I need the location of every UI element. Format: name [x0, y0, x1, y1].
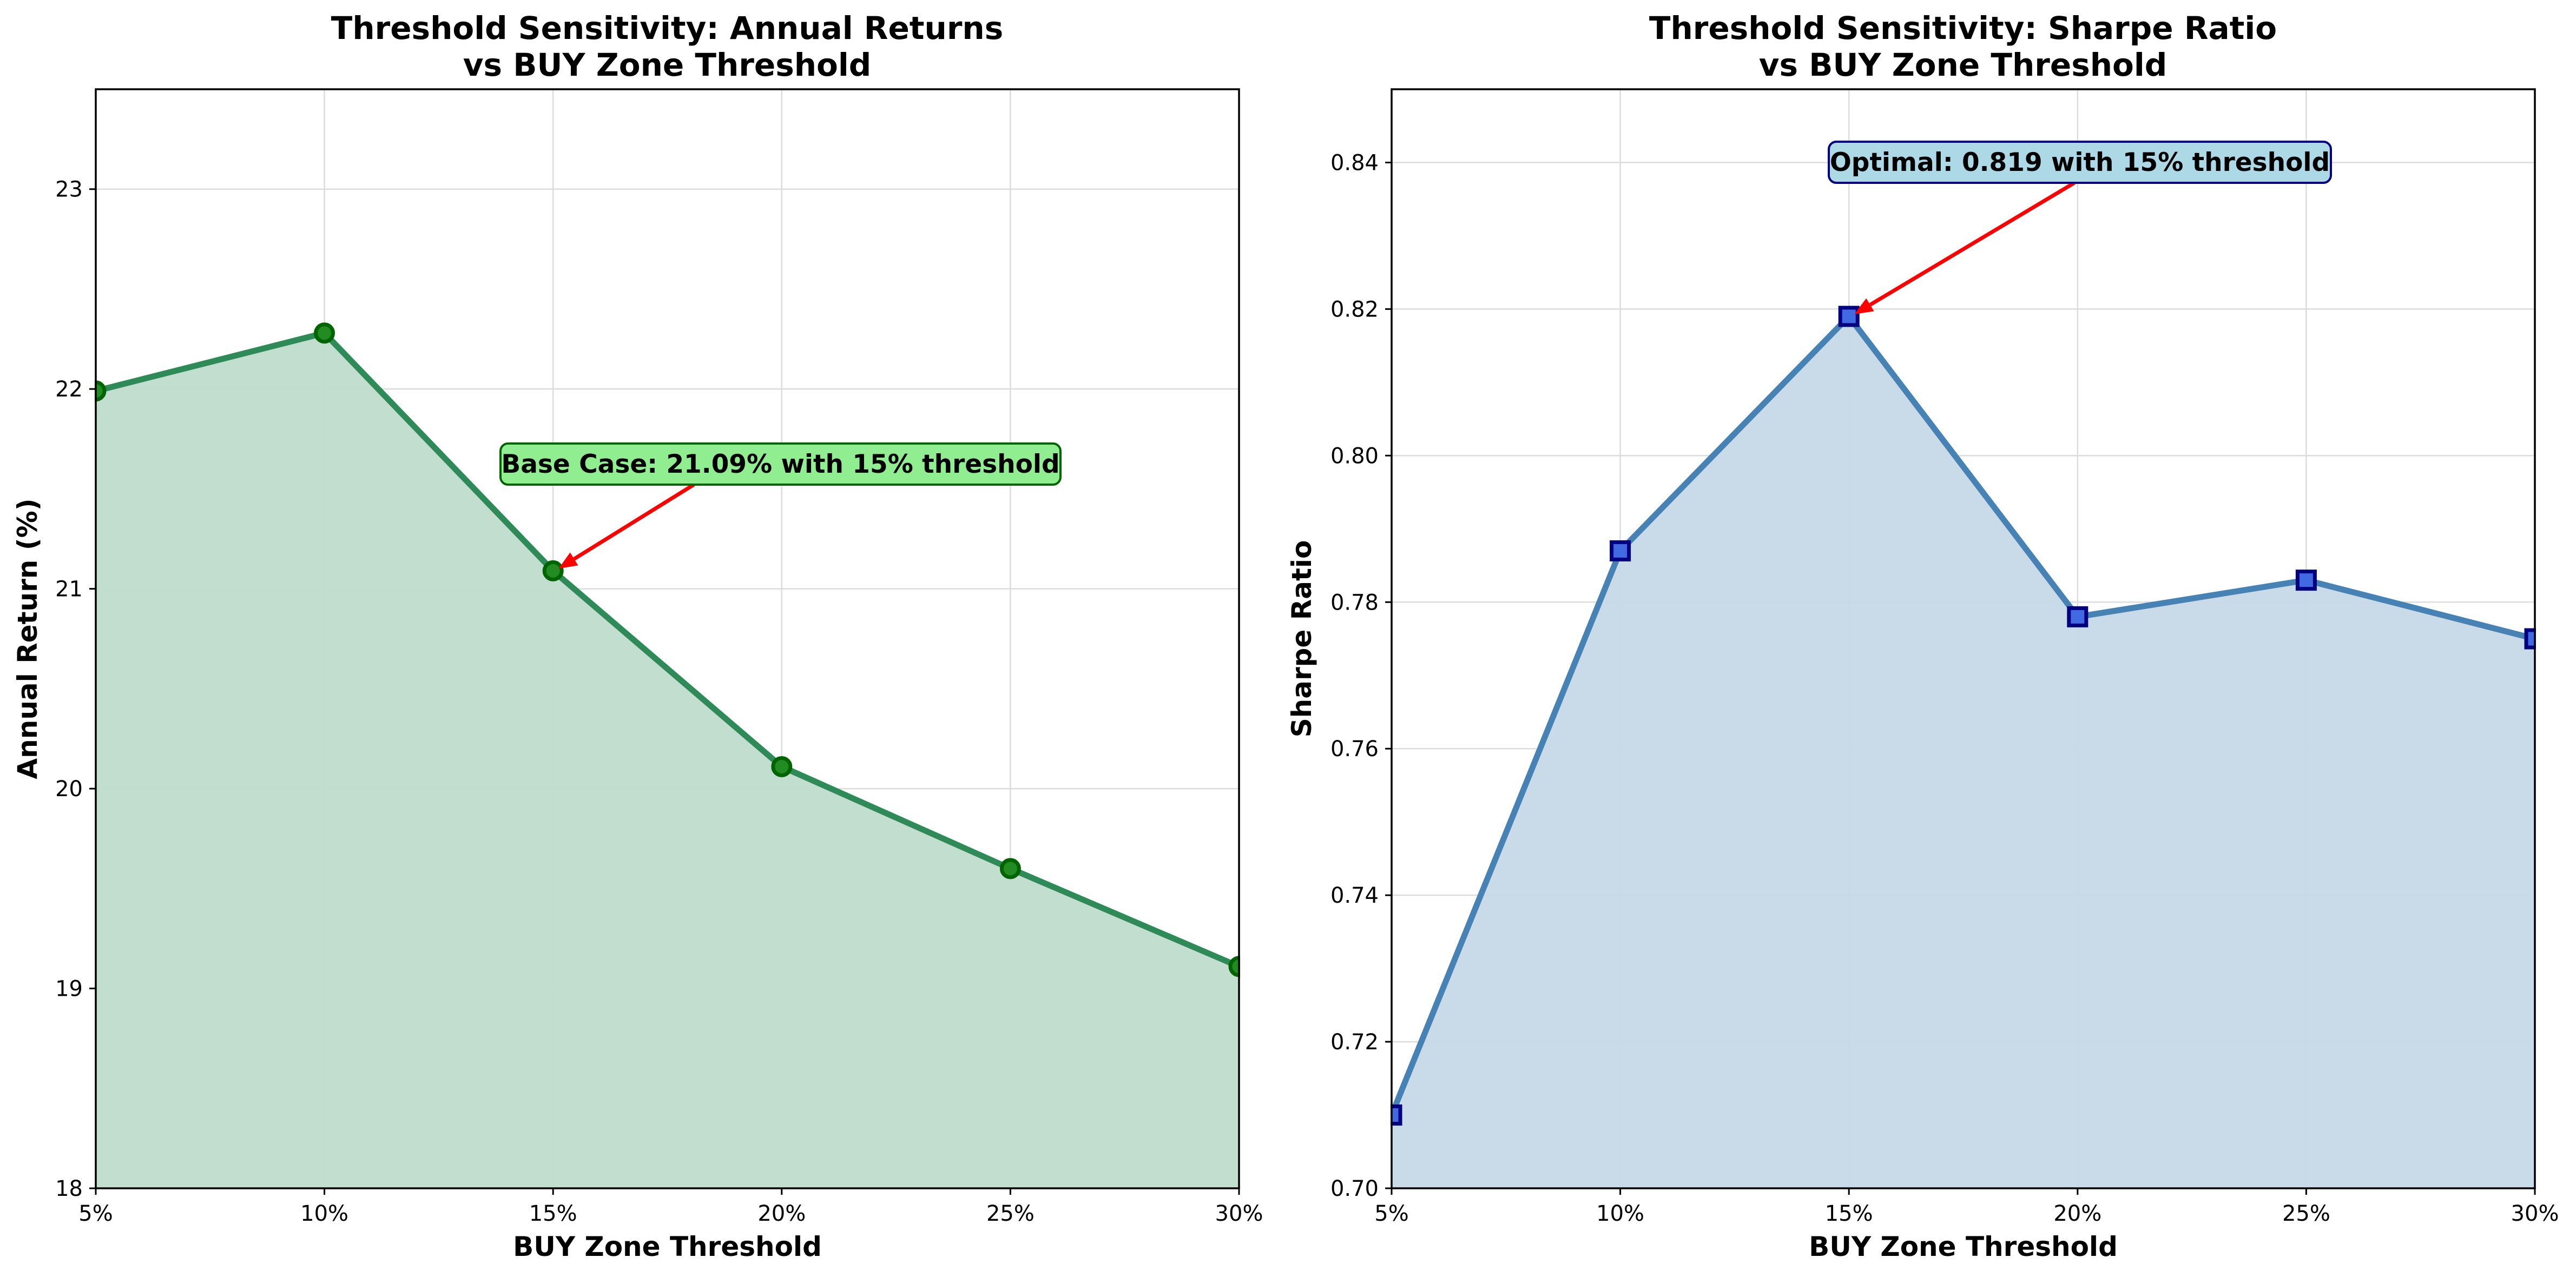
y-tick-label: 21 [55, 577, 83, 602]
plot-frame [1391, 88, 2536, 1189]
annotation-box [1828, 141, 2332, 184]
plot-frame [95, 88, 1240, 1189]
x-tick-label: 25% [986, 1201, 1035, 1226]
plot-clip-left [62, 89, 95, 1188]
series-line [93, 330, 1242, 970]
x-tick-label: 10% [1596, 1201, 1644, 1226]
x-tick-label: 15% [529, 1201, 577, 1226]
x-tick-label: 30% [2511, 1201, 2559, 1226]
plot-clip-right [2536, 68, 2568, 1188]
data-point [2295, 570, 2317, 591]
annotation-arrowhead [558, 552, 578, 569]
y-tick-label: 0.84 [1330, 150, 1379, 175]
data-point [1838, 306, 1860, 327]
y-tick-label: 22 [55, 377, 83, 402]
chart-title-line-1: Threshold Sensitivity: Annual Returns [331, 10, 1003, 47]
x-axis-label: BUY Zone Threshold [1809, 1231, 2118, 1262]
chart-panel-1: Threshold Sensitivity: Annual Returnsvs … [12, 10, 1273, 1262]
chart-title-line-2: vs BUY Zone Threshold [1759, 47, 2167, 83]
data-point [314, 322, 335, 344]
chart-title-line-1: Threshold Sensitivity: Sharpe Ratio [1649, 10, 2277, 47]
annotation-text: Optimal: 0.819 with 15% threshold [1830, 148, 2330, 177]
y-tick-label: 0.78 [1330, 590, 1379, 615]
data-point [999, 858, 1021, 879]
x-tick-label: 5% [78, 1201, 113, 1226]
data-point [1610, 540, 1631, 561]
y-axis-label: Sharpe Ratio [1286, 540, 1317, 738]
area-fill [1392, 316, 2535, 1188]
y-tick-label: 0.80 [1330, 444, 1379, 468]
y-tick-label: 19 [55, 977, 83, 1002]
data-point [2067, 606, 2089, 627]
data-point [542, 560, 564, 581]
y-axis-label: Annual Return (%) [12, 498, 43, 779]
annotation-text: Base Case: 21.09% with 15% threshold [501, 449, 1059, 479]
annotation-box [499, 442, 1062, 486]
plot-clip-left [1358, 89, 1391, 1188]
y-tick-label: 20 [55, 777, 83, 802]
x-tick-label: 15% [1825, 1201, 1873, 1226]
annotation-arrow [573, 483, 695, 561]
y-tick-label: 0.82 [1330, 297, 1379, 322]
y-tick-label: 0.76 [1330, 737, 1379, 762]
y-tick-label: 0.74 [1330, 883, 1379, 908]
data-point [771, 756, 793, 777]
chart-title-line-2: vs BUY Zone Threshold [463, 47, 872, 83]
series-line [1388, 313, 2538, 1119]
x-tick-label: 10% [300, 1201, 348, 1226]
annotation-arrowhead [1854, 298, 1874, 314]
x-tick-label: 25% [2282, 1201, 2330, 1226]
x-tick-label: 20% [757, 1201, 806, 1226]
area-fill [96, 333, 1239, 1188]
y-tick-label: 18 [55, 1176, 83, 1201]
x-tick-label: 20% [2053, 1201, 2101, 1226]
annotation-arrow [1869, 181, 2076, 307]
y-tick-label: 0.72 [1330, 1030, 1379, 1055]
y-tick-label: 0.70 [1330, 1176, 1379, 1201]
x-tick-label: 5% [1374, 1201, 1408, 1226]
x-axis-label: BUY Zone Threshold [513, 1231, 822, 1262]
y-tick-label: 23 [55, 177, 83, 202]
plot-clip-right [1240, 68, 1273, 1188]
x-tick-label: 30% [1215, 1201, 1263, 1226]
